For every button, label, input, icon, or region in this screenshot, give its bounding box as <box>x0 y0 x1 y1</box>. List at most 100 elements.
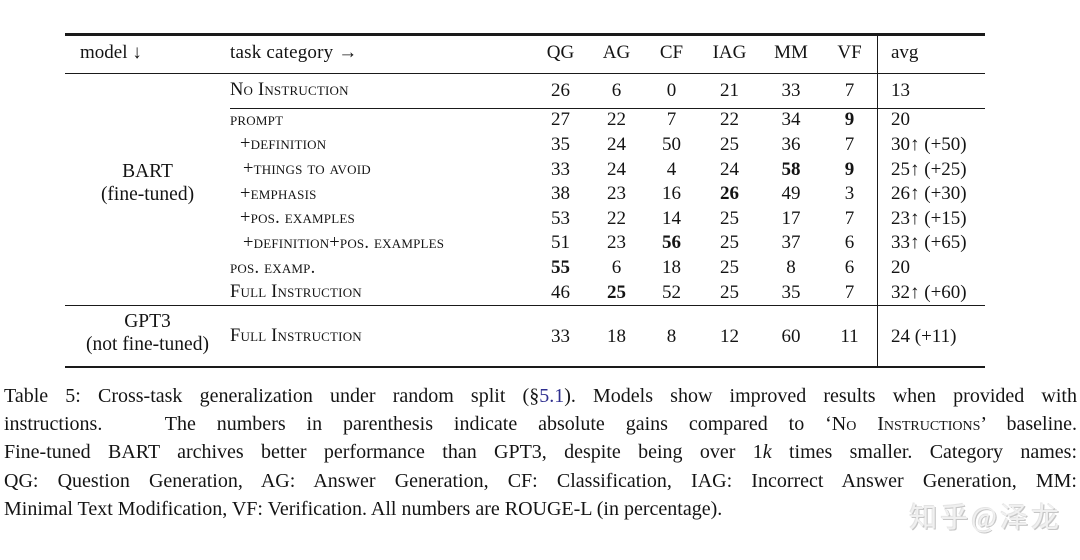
score-cell: 46 <box>551 281 570 303</box>
task-setting-label: Full Instruction <box>230 282 362 303</box>
table-row: +things to avoid 33 24 4 24 58 9 25↑ (+25) <box>65 157 985 182</box>
score-cell: 36 <box>781 133 801 155</box>
model-header: model ↓ <box>80 42 142 63</box>
score-cell: 56 <box>662 232 681 254</box>
score-cell: 16 <box>662 183 681 205</box>
score-cell: 49 <box>781 183 801 205</box>
table-row: +pos. examples 53 22 14 25 17 7 23↑ (+15) <box>65 206 985 232</box>
score-cell: 11 <box>840 325 859 347</box>
table-row: +definition 35 24 50 25 36 7 30↑ (+50) <box>65 132 985 158</box>
caption-text: ). Models show improved results when pro… <box>564 385 1077 407</box>
model-label-gpt3: GPT3 (not fine-tuned) <box>65 310 230 356</box>
score-cell: 21 <box>720 79 739 101</box>
score-cell: 8 <box>666 325 677 347</box>
score-cell: 18 <box>607 325 626 347</box>
section-ref-link[interactable]: 5.1 <box>539 385 565 407</box>
score-cell: 14 <box>662 207 681 229</box>
score-cell: 52 <box>662 281 681 303</box>
col-header-avg: avg <box>877 33 985 73</box>
table-rule-top <box>65 33 985 36</box>
table-row: Full Instruction 46 25 52 25 35 7 32↑ (+60) <box>65 280 985 305</box>
score-cell: 27 <box>551 109 570 131</box>
table-row: No Instruction 26 6 0 21 33 7 13 <box>65 73 985 108</box>
score-cell: 60 <box>781 325 801 347</box>
table-section-gpt3: Full Instruction 33 18 8 12 60 11 24 (+11) <box>65 305 985 368</box>
score-cell: 22 <box>607 109 626 131</box>
avg-cell: 32↑ (+60) <box>877 280 985 305</box>
score-cell: 7 <box>844 133 855 155</box>
results-table: model ↓ task category → QG AG CF IAG MM … <box>65 33 985 368</box>
score-cell: 25 <box>607 281 626 303</box>
model-name: GPT3 <box>124 311 171 332</box>
model-note: (fine-tuned) <box>100 184 195 205</box>
score-cell: 7 <box>666 109 677 131</box>
score-cell: 12 <box>720 325 739 347</box>
model-note: (not fine-tuned) <box>86 334 209 355</box>
score-cell: 26 <box>720 183 739 205</box>
caption-line: QG: Question Generation, AG: Answer Gene… <box>4 467 1077 495</box>
task-setting-label: pos. examp. <box>230 257 316 278</box>
caption-text: ’ baseline. <box>980 413 1078 436</box>
avg-cell: 24 (+11) <box>877 305 985 368</box>
caption-text: Minimal Text Modification, VF: Verificat… <box>4 497 723 520</box>
score-cell: 4 <box>666 158 677 180</box>
score-cell: 25 <box>720 257 739 279</box>
avg-cell: 13 <box>877 73 985 108</box>
score-cell: 23 <box>607 232 626 254</box>
score-cell: 3 <box>844 183 855 205</box>
score-cell: 6 <box>844 257 855 279</box>
avg-cell: 23↑ (+15) <box>877 206 985 232</box>
score-cell: 9 <box>844 109 855 131</box>
table-rule-gpt3 <box>65 305 985 307</box>
table-section-baseline: No Instruction 26 6 0 21 33 7 13 <box>65 73 985 108</box>
avg-cell: 20 <box>877 108 985 133</box>
score-cell: 33 <box>781 79 801 101</box>
score-cell: 8 <box>786 257 796 279</box>
score-cell: 25 <box>720 281 739 303</box>
score-cell: 7 <box>844 79 855 101</box>
score-cell: 22 <box>720 109 739 131</box>
caption-text: k <box>762 441 772 464</box>
score-cell: 33 <box>551 325 570 347</box>
col-header-qg: QG <box>546 42 575 63</box>
task-category-header: task category → <box>230 42 358 63</box>
score-cell: 25 <box>720 232 739 254</box>
table-rule-header <box>65 73 985 75</box>
caption-line: Fine-tuned BART archives better performa… <box>4 438 1077 466</box>
caption-line: Minimal Text Modification, VF: Verificat… <box>4 495 1077 523</box>
task-setting-label: prompt <box>230 109 284 130</box>
table-row: +emphasis 38 23 16 26 49 3 26↑ (+30) <box>65 181 985 207</box>
score-cell: 22 <box>607 207 626 229</box>
caption-line: instructions. The numbers in parenthesis… <box>4 410 1077 438</box>
col-header-mm: MM <box>774 42 808 63</box>
score-cell: 38 <box>551 183 570 205</box>
model-name: BART <box>122 161 173 182</box>
caption-text: QG: Question Generation, AG: Answer Gene… <box>4 469 1077 492</box>
score-cell: 6 <box>844 232 855 254</box>
caption-text: Table 5: Cross-task generalization under… <box>4 385 540 407</box>
table-body: No Instruction 26 6 0 21 33 7 13 prompt 27 22 7 22 34… <box>65 73 985 368</box>
caption-line: Table 5: Cross-task generalization under… <box>4 382 1077 410</box>
avg-cell: 25↑ (+25) <box>877 157 985 182</box>
score-cell: 37 <box>781 232 801 254</box>
score-cell: 18 <box>662 257 681 279</box>
task-setting-label: No Instruction <box>230 80 349 100</box>
table-section-bart: prompt 27 22 7 22 34 9 20 +definition 35 24 50 25 36 7… <box>65 108 985 305</box>
score-cell: 53 <box>551 207 570 229</box>
score-cell: 25 <box>720 133 739 155</box>
caption-text: Fine-tuned BART archives better performa… <box>4 441 763 464</box>
score-cell: 26 <box>551 79 570 101</box>
col-header-ag: AG <box>602 42 631 63</box>
score-cell: 7 <box>844 281 855 303</box>
score-cell: 24 <box>607 158 626 180</box>
avg-cell: 20 <box>877 255 985 281</box>
model-label-bart: BART (fine-tuned) <box>65 160 230 206</box>
score-cell: 7 <box>844 207 855 229</box>
table-rule-partial <box>230 108 985 110</box>
caption-text: instructions. The numbers in parenthesis… <box>4 413 832 436</box>
score-cell: 0 <box>666 79 677 101</box>
avg-cell: 26↑ (+30) <box>877 181 985 207</box>
caption-text: times smaller. Category names: <box>771 441 1078 464</box>
score-cell: 6 <box>611 257 622 279</box>
table-row: Full Instruction 33 18 8 12 60 11 24 (+11) <box>65 305 985 368</box>
